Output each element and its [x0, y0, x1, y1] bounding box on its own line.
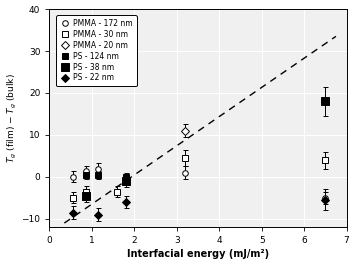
- Y-axis label: $T_g$ (film) $-$ $T_g$ (bulk): $T_g$ (film) $-$ $T_g$ (bulk): [6, 73, 19, 163]
- X-axis label: Interfacial energy (mJ/m²): Interfacial energy (mJ/m²): [127, 249, 269, 259]
- Legend: PMMA - 172 nm, PMMA - 30 nm, PMMA - 20 nm, PS - 124 nm, PS - 38 nm, PS - 22 nm: PMMA - 172 nm, PMMA - 30 nm, PMMA - 20 n…: [56, 15, 137, 86]
